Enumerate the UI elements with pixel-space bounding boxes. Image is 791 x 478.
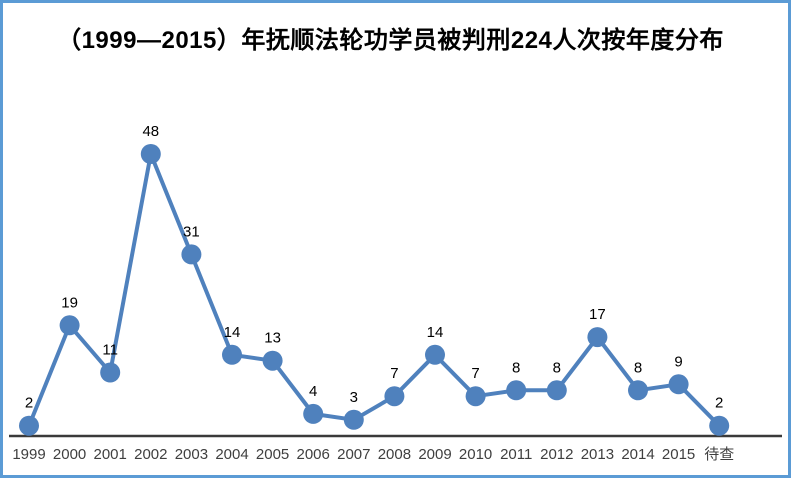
data-point bbox=[628, 380, 648, 401]
data-point bbox=[100, 362, 121, 383]
data-value-label: 9 bbox=[674, 353, 682, 370]
x-tick-label: 2006 bbox=[297, 446, 330, 463]
data-point bbox=[668, 374, 689, 395]
x-tick-label: 1999 bbox=[12, 446, 45, 463]
data-value-label: 7 bbox=[390, 365, 398, 382]
series-line bbox=[27, 152, 722, 428]
data-point bbox=[425, 344, 445, 365]
x-tick-label: 2008 bbox=[378, 446, 411, 463]
x-tick-label: 2007 bbox=[337, 446, 370, 463]
x-tick-label: 2011 bbox=[500, 446, 532, 463]
data-value-label: 8 bbox=[512, 359, 520, 376]
data-value-label: 7 bbox=[471, 365, 479, 382]
data-value-label: 19 bbox=[61, 294, 78, 311]
data-value-label: 11 bbox=[102, 342, 118, 359]
x-tick-label: 2005 bbox=[256, 446, 289, 463]
data-value-label: 2 bbox=[715, 395, 723, 412]
x-tick-label: 2014 bbox=[621, 446, 654, 463]
data-point bbox=[59, 315, 80, 336]
x-tick-label: 待查 bbox=[704, 446, 734, 463]
x-tick-label: 2003 bbox=[175, 446, 208, 463]
data-value-label: 48 bbox=[142, 123, 159, 140]
data-point bbox=[465, 386, 486, 407]
x-tick-label: 2015 bbox=[662, 446, 695, 463]
data-point bbox=[546, 380, 567, 401]
x-tick-label: 2009 bbox=[418, 446, 451, 463]
data-point bbox=[384, 386, 405, 407]
data-value-label: 14 bbox=[224, 324, 241, 341]
data-point bbox=[343, 409, 364, 430]
data-point bbox=[587, 327, 608, 348]
data-value-label: 13 bbox=[264, 330, 281, 347]
data-value-label: 8 bbox=[553, 359, 561, 376]
x-tick-label: 2001 bbox=[94, 446, 127, 463]
data-value-label: 4 bbox=[309, 383, 317, 400]
data-point bbox=[303, 403, 324, 424]
data-point bbox=[222, 344, 242, 365]
data-value-label: 2 bbox=[25, 395, 33, 412]
x-tick-label: 2004 bbox=[215, 446, 248, 463]
line-chart: 2199919200011200148200231200314200413200… bbox=[9, 123, 782, 463]
data-value-label: 8 bbox=[634, 359, 642, 376]
x-tick-label: 2012 bbox=[540, 446, 573, 463]
x-tick-label: 2013 bbox=[581, 446, 614, 463]
data-point bbox=[140, 144, 161, 164]
data-point bbox=[19, 415, 39, 436]
data-point bbox=[262, 350, 283, 371]
x-tick-label: 2002 bbox=[134, 446, 167, 463]
data-point bbox=[181, 244, 202, 265]
data-value-label: 3 bbox=[350, 389, 358, 406]
x-tick-label: 2010 bbox=[459, 446, 492, 463]
data-point bbox=[709, 415, 730, 436]
data-value-label: 14 bbox=[427, 324, 444, 341]
x-tick-label: 2000 bbox=[53, 446, 86, 463]
data-point bbox=[506, 380, 527, 401]
data-value-label: 17 bbox=[589, 306, 606, 323]
chart-title: （1999—2015）年抚顺法轮功学员被判刑224人次按年度分布 bbox=[57, 27, 724, 54]
data-value-label: 31 bbox=[183, 223, 200, 240]
